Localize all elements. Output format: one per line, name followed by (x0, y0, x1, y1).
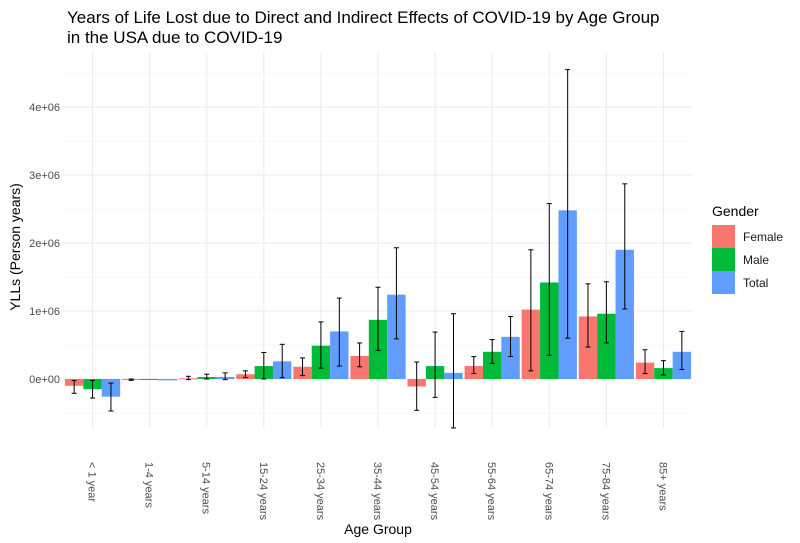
y-tick-label: 4e+06 (29, 102, 60, 114)
y-tick-label: 1e+06 (29, 306, 60, 318)
x-tick-label: 75-84 years (599, 462, 611, 521)
bar-male (482, 351, 502, 379)
chart-title-line-2: in the USA due to COVID-19 (67, 28, 283, 47)
legend-swatch (712, 271, 735, 294)
legend-item-female: Female (712, 225, 783, 248)
legend-item-male: Male (712, 248, 783, 271)
x-tick-label: 35-44 years (371, 462, 383, 521)
x-tick-label: < 1 year (86, 462, 98, 502)
x-tick-label: 1-4 years (143, 462, 155, 508)
x-tick-labels: < 1 year 1-4 years 5-14 years 15-24 years 25… (86, 462, 669, 521)
bar-total (158, 379, 178, 381)
bar-female (578, 316, 598, 379)
error-bar-layer (71, 69, 685, 429)
x-tick-label: 45-54 years (428, 462, 440, 521)
legend-label: Male (743, 252, 770, 267)
legend-swatch (712, 248, 735, 271)
y-tick-labels: 0e+00 1e+06 2e+06 3e+06 4e+06 (29, 102, 60, 386)
y-tick-label: 0e+00 (29, 374, 60, 386)
x-tick-label: 25-34 years (314, 462, 326, 521)
chart-title-line-1: Years of Life Lost due to Direct and Ind… (67, 8, 660, 27)
x-axis-title: Age Group (344, 521, 412, 537)
bar-male (597, 313, 616, 379)
bar-male (140, 379, 159, 380)
legend-swatch (712, 225, 735, 248)
x-tick-label: 5-14 years (200, 462, 212, 514)
x-tick-label: 15-24 years (257, 462, 269, 521)
legend-label: Total (743, 275, 769, 290)
bar-total (615, 249, 634, 379)
x-tick-label: 55-64 years (485, 462, 497, 521)
legend-label: Female (743, 229, 784, 244)
legend-item-total: Total (712, 271, 783, 294)
bar-total (501, 336, 520, 379)
bar-female (350, 355, 369, 379)
legend: Gender Female Male Total (712, 203, 783, 294)
legend-items: Female Male Total (712, 225, 783, 294)
legend-title: Gender (712, 203, 759, 219)
x-tick-label: 65-74 years (542, 462, 554, 521)
chart-title: Years of Life Lost due to Direct and Ind… (67, 8, 660, 48)
y-tick-label: 2e+06 (29, 238, 60, 250)
y-tick-label: 3e+06 (29, 170, 60, 182)
y-axis-title: YLLs (Person years) (7, 183, 23, 311)
x-tick-label: 85+ years (656, 462, 668, 511)
